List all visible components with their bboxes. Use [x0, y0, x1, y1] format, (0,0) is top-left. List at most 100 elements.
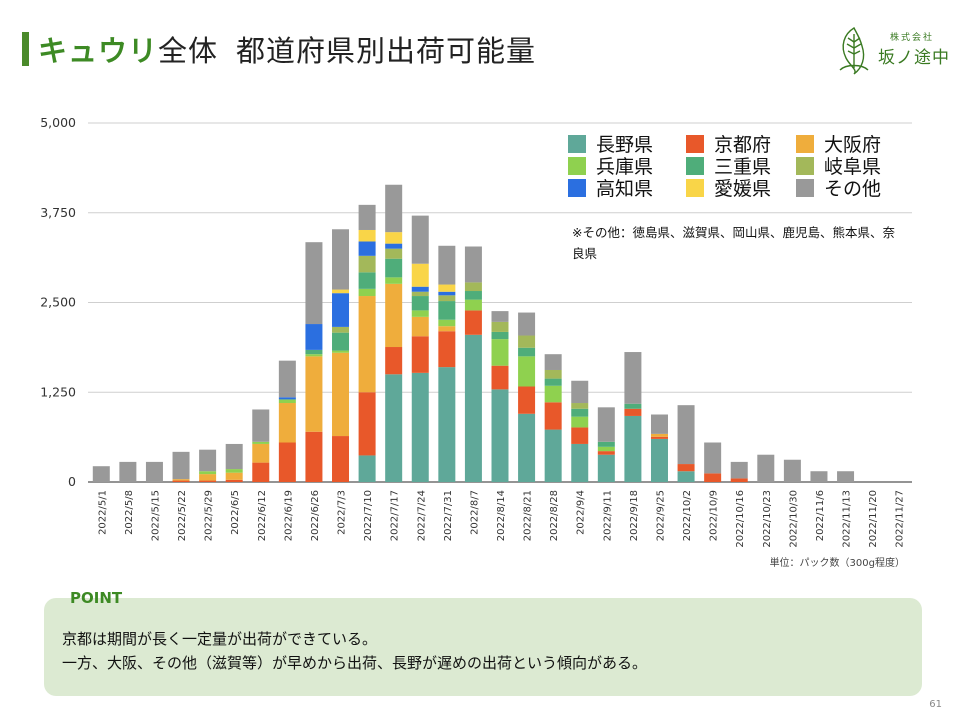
legend-label: その他	[824, 178, 881, 200]
y-tick-label: 1,250	[40, 384, 76, 399]
legend-swatch	[686, 157, 704, 175]
bar-segment	[332, 436, 350, 482]
legend-label: 長野県	[596, 134, 653, 156]
bar-segment	[518, 413, 536, 482]
other-note-line-1: ※その他：徳島県、滋賀県、岡山県、鹿児島、熊本県、奈	[572, 225, 895, 240]
bar-segment	[464, 299, 482, 311]
bar-segment	[305, 354, 323, 357]
bar-segment	[358, 241, 376, 256]
x-tick-label: 2022/5/1	[97, 490, 108, 535]
bar-segment	[464, 282, 482, 292]
bar-segment	[305, 242, 323, 325]
bar-segment	[358, 255, 376, 273]
x-tick-label: 2022/8/21	[523, 490, 534, 541]
bar-segment	[172, 479, 190, 481]
bar-segment	[571, 403, 589, 409]
legend-label: 高知県	[596, 178, 653, 200]
bar-segment	[518, 347, 536, 357]
bar-segment	[544, 402, 562, 430]
bar-segment	[677, 464, 695, 472]
bar-segment	[650, 438, 668, 482]
x-tick-label: 2022/7/10	[363, 490, 374, 541]
bar-segment	[385, 232, 403, 244]
bar-segment	[332, 289, 350, 294]
bar-segment	[411, 310, 429, 317]
unit-note: 単位：パック数（300g程度）	[770, 556, 905, 569]
point-line-1: 京都は期間が長く一定量が出荷ができている。	[62, 630, 378, 648]
legend-label: 兵庫県	[596, 156, 653, 178]
bar-segment	[411, 291, 429, 297]
bar-segment	[385, 248, 403, 259]
page-title: キュウリ全体 都道府県別出荷可能量	[38, 28, 536, 70]
bar-segment	[624, 415, 642, 482]
bar-segment	[597, 441, 615, 447]
bar-segment	[225, 443, 243, 470]
bar-segment	[332, 293, 350, 327]
bar-segment	[438, 319, 456, 327]
x-tick-label: 2022/6/26	[310, 490, 321, 541]
bar-segment	[385, 283, 403, 348]
x-tick-label: 2022/9/11	[602, 490, 613, 541]
bar-segment	[597, 454, 615, 482]
x-tick-label: 2022/8/14	[496, 490, 507, 541]
bar-segment	[252, 409, 270, 442]
legend-swatch	[686, 135, 704, 153]
x-tick-label: 2022/5/8	[124, 490, 135, 535]
bar-segment	[278, 397, 296, 400]
x-tick-label: 2022/8/28	[549, 490, 560, 541]
bar-segment	[571, 443, 589, 482]
logo-small-text: 株式会社	[889, 33, 934, 43]
bar-segment	[411, 286, 429, 292]
x-tick-label: 2022/6/19	[283, 490, 294, 541]
bar-segment	[199, 474, 217, 481]
x-tick-label: 2022/11/20	[868, 490, 879, 548]
other-note-line-2: 良県	[572, 246, 597, 261]
bar-segment	[385, 243, 403, 249]
bar-segment	[358, 272, 376, 289]
bar-segment	[597, 451, 615, 455]
bar-segment	[411, 263, 429, 287]
bar-segment	[704, 442, 722, 474]
title-accent: キュウリ	[38, 34, 159, 68]
x-tick-label: 2022/10/9	[709, 490, 720, 541]
bar-segment	[571, 427, 589, 444]
y-tick-label: 5,000	[40, 115, 76, 130]
bar-segment	[278, 403, 296, 443]
bar-segment	[252, 443, 270, 463]
bar-segment	[438, 326, 456, 332]
bar-segment	[438, 245, 456, 285]
company-logo-text: 株式会社 坂ノ途中	[878, 30, 950, 68]
bar-segment	[438, 295, 456, 302]
x-tick-label: 2022/10/30	[788, 490, 799, 548]
bar-segment	[650, 433, 668, 437]
company-logo-icon	[839, 27, 869, 75]
bar-segment	[624, 408, 642, 416]
bar-segment	[704, 473, 722, 482]
bar-segment	[597, 407, 615, 442]
bar-segment	[544, 369, 562, 379]
point-line-2: 一方、大阪、その他（滋賀等）が早めから出荷、長野が遅めの出荷という傾向がある。	[62, 654, 648, 672]
bar-segment	[225, 479, 243, 482]
x-tick-label: 2022/11/13	[842, 490, 853, 548]
bar-segment	[332, 229, 350, 290]
x-tick-label: 2022/5/22	[177, 490, 188, 541]
legend-swatch	[796, 135, 814, 153]
bar-segment	[358, 296, 376, 393]
logo-name: 坂ノ途中	[878, 48, 950, 68]
bar-segment	[411, 336, 429, 373]
bar-segment	[385, 277, 403, 284]
bar-segment	[518, 335, 536, 348]
bar-segment	[438, 301, 456, 320]
bar-segment	[252, 441, 270, 444]
bar-segment	[677, 405, 695, 465]
bar-segment	[783, 459, 801, 482]
x-tick-label: 2022/5/15	[150, 490, 161, 541]
bar-segment	[438, 291, 456, 296]
bar-segment	[411, 316, 429, 337]
bar-segment	[491, 389, 509, 482]
bar-segment	[305, 349, 323, 355]
legend-label: 岐阜県	[824, 156, 881, 178]
bar-segment	[624, 403, 642, 409]
y-tick-label: 2,500	[40, 295, 76, 310]
bar-segment	[464, 310, 482, 335]
